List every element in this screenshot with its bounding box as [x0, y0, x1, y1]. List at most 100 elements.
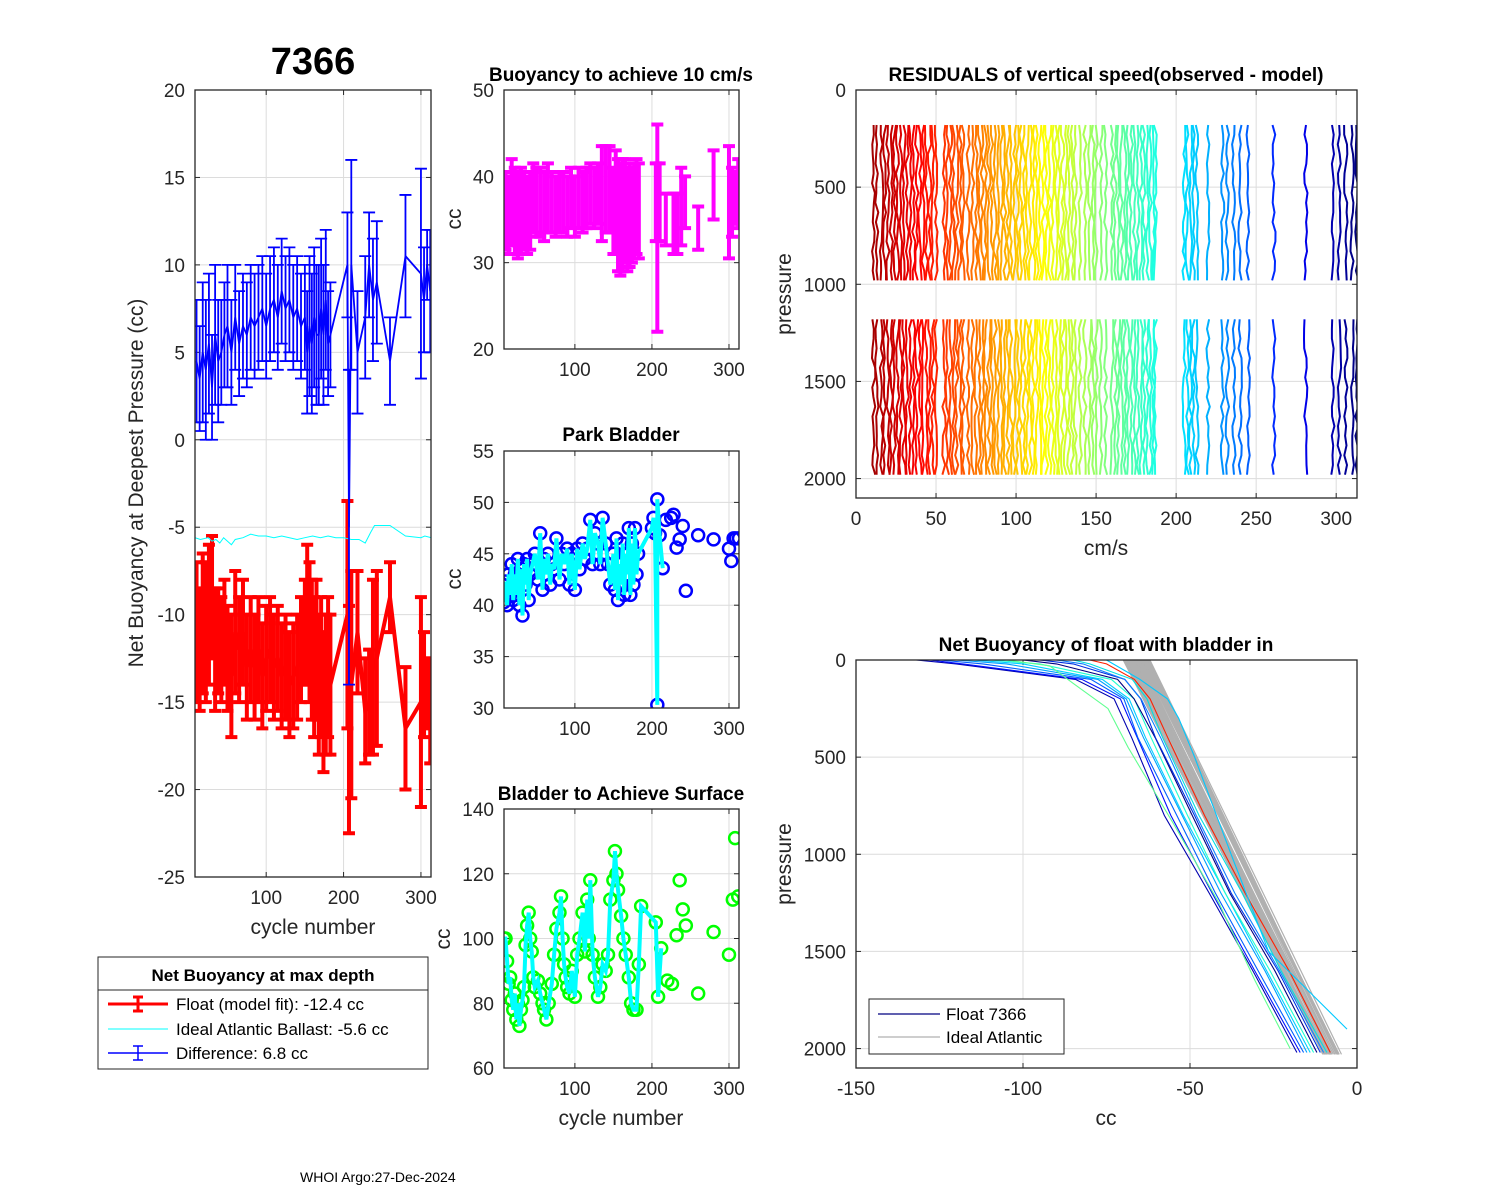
float-profile [939, 660, 1305, 1053]
residual-profile [1220, 124, 1226, 281]
y-tick-label: 120 [462, 865, 494, 886]
residual-profile [950, 319, 957, 475]
residual-profile [1014, 319, 1021, 475]
residual-profile [986, 319, 992, 475]
residual-profile [1118, 319, 1125, 475]
difference-errorbar [351, 290, 364, 415]
residuals-panel: RESIDUALS of vertical speed(observed - m… [773, 65, 1358, 560]
data-point-marker [727, 830, 739, 846]
tick-labels: 100 200 300 -25 -20 -15 -10 -5 0 5 10 15 20 [158, 81, 437, 909]
data-point-marker [706, 924, 721, 940]
y-tick-label: -25 [158, 868, 185, 889]
residual-profile [982, 319, 989, 475]
residual-profile [895, 319, 901, 475]
axes-frame [855, 89, 1358, 499]
residual-profile [1082, 124, 1088, 281]
residual-profile [1219, 319, 1226, 475]
y-tick-label: 2000 [804, 1040, 846, 1061]
residual-profile [1271, 124, 1277, 281]
residual-profile [954, 124, 960, 281]
residual-profile [1231, 124, 1237, 281]
x-axis-label: cycle number [251, 916, 376, 939]
residual-profile [904, 124, 910, 281]
residual-profile [1043, 319, 1050, 475]
residual-profile [1205, 319, 1211, 475]
residual-profile [904, 319, 910, 475]
float-id-title: 7366 [271, 41, 356, 83]
residual-profile [1131, 319, 1138, 475]
plot-marks [195, 159, 431, 836]
residual-profile [1037, 124, 1043, 281]
y-tick-label: 50 [473, 493, 494, 514]
float-profile [989, 660, 1315, 1053]
residual-profile [1072, 319, 1078, 475]
residual-profile [1141, 124, 1147, 281]
x-tick-label: 100 [559, 360, 591, 381]
residual-profile [941, 124, 947, 281]
residual-profile [947, 124, 954, 281]
x-tick-label: 200 [636, 719, 668, 740]
residual-profile [1187, 319, 1194, 475]
residual-profile [1066, 319, 1072, 475]
residual-profile [976, 319, 982, 475]
x-axis-label: cycle number [559, 1107, 684, 1130]
float-profile [1039, 660, 1321, 1053]
residual-profile [1271, 319, 1277, 475]
residual-profile [933, 125, 939, 281]
legend-box [97, 956, 429, 1070]
legend-label-ideal: Ideal Atlantic Ballast: -5.6 cc [176, 1020, 389, 1039]
x-tick-label: 200 [636, 360, 668, 381]
residual-profile [1005, 319, 1011, 475]
residual-profile [1027, 124, 1034, 281]
panel-title: RESIDUALS of vertical speed(observed - m… [889, 65, 1324, 86]
residual-profile [954, 319, 960, 475]
plot-marks [504, 492, 739, 708]
residual-profile [1354, 124, 1357, 279]
residual-profile [1103, 124, 1109, 281]
residual-profile [1008, 319, 1014, 475]
y-axis-label: pressure [773, 823, 796, 905]
residual-profile [1062, 319, 1069, 475]
residual-profile [1237, 124, 1243, 281]
residual-profile [1053, 124, 1059, 281]
buoyancy-errorbar [632, 161, 645, 261]
y-tick-label: 100 [462, 930, 494, 951]
ideal-atlantic-profile [1148, 660, 1339, 1055]
axes-frame [503, 89, 740, 350]
y-tick-label: -15 [158, 693, 185, 714]
float-model-fit-errorbar [399, 665, 412, 792]
residual-profile [1330, 124, 1336, 281]
residual-profile [885, 319, 891, 475]
residual-profile [1135, 124, 1141, 281]
y-tick-label: 0 [835, 651, 846, 672]
ideal-atlantic-line [195, 525, 431, 546]
buoyancy-errorbar [692, 204, 705, 252]
residual-profile [1245, 124, 1251, 281]
residual-profile [1027, 319, 1034, 476]
buoyancy-10cms-panel: Buoyancy to achieve 10 cm/s 100 200 300 20 3… [443, 65, 753, 381]
ideal-atlantic-profile [1136, 660, 1330, 1055]
data-point-marker [690, 986, 706, 1001]
residual-profile [1103, 319, 1109, 475]
residual-profile [914, 319, 920, 475]
x-tick-label: 300 [713, 1079, 745, 1100]
residual-profile [917, 319, 923, 475]
residual-profile [874, 319, 880, 475]
float-profile [1106, 660, 1348, 1030]
ideal-atlantic-profile [1139, 660, 1333, 1055]
residual-profile [1118, 125, 1125, 281]
buoyancy-errorbar [675, 165, 688, 248]
park-bladder-panel: Park Bladder 100 200 300 30 35 40 45 50 55 cc [443, 425, 745, 740]
data-point-marker [675, 518, 691, 534]
residual-profile [1343, 124, 1349, 281]
residual-profile [1109, 124, 1115, 281]
data-point-marker [731, 531, 739, 546]
residual-profile [930, 124, 936, 281]
residual-profile [982, 124, 989, 281]
residual-profile [914, 124, 920, 281]
tick-labels: 0 50 100 150 200 250 300 0 500 1000 1500 2000 [804, 81, 1352, 530]
residual-profile [898, 319, 904, 475]
residual-profile [1063, 124, 1069, 281]
float-model-fit-errorbar [418, 630, 431, 740]
residual-profile [1090, 124, 1096, 281]
